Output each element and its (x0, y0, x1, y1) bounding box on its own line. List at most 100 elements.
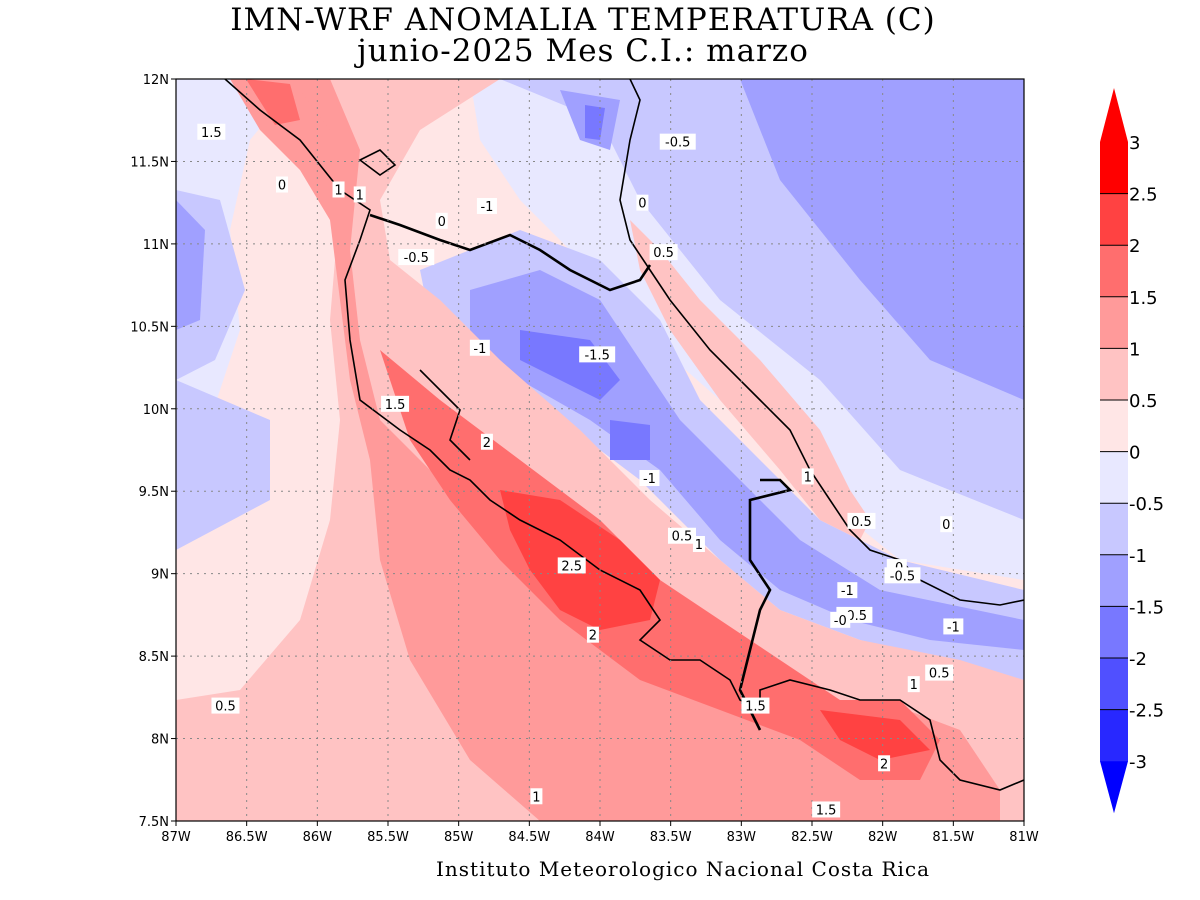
contour-label-bg (557, 557, 586, 574)
field-pos-2-5b (820, 710, 930, 760)
contour-label: -1 (480, 200, 493, 215)
y-tick-label: 12N (143, 73, 169, 88)
contour-label: 2 (880, 757, 888, 772)
contour-label-bg (211, 697, 240, 714)
x-tick-label: 83.5W (650, 830, 692, 845)
field-neg-east-2 (740, 79, 1024, 400)
contour-label-bg (649, 244, 678, 261)
contour-label: 1 (532, 790, 540, 805)
colorbar-label: 0.5 (1129, 391, 1158, 412)
contour-label: 1 (804, 470, 812, 485)
x-tick-label: 82W (868, 830, 898, 845)
colorbar-label: -3 (1129, 752, 1147, 773)
contour-label-bg (692, 535, 705, 552)
contour-label-bg (476, 197, 497, 214)
contour-label: -0.5 (665, 136, 690, 151)
x-tick-label: 83W (727, 830, 757, 845)
contour-label-bg (659, 133, 696, 150)
contour-label-bg (197, 123, 226, 140)
x-tick-label: 86.5W (226, 830, 268, 845)
field-pos-strip (630, 220, 870, 540)
country-borders (369, 213, 793, 731)
y-tick-label: 11.5N (130, 155, 169, 170)
x-tick-label: 82.5W (791, 830, 833, 845)
contour-label: 0.5 (929, 667, 950, 682)
contour-label: 0 (638, 197, 646, 212)
y-tick-label: 10N (143, 403, 169, 418)
contour-label-bg (480, 433, 493, 450)
x-tick-label: 86W (303, 830, 333, 845)
map-title-line2: junio-2025 Mes C.I.: marzo (357, 33, 809, 69)
x-tick-label: 84W (585, 830, 615, 845)
contour-label: -0.5 (404, 251, 429, 266)
contour-label-bg (940, 516, 953, 533)
contour-label: 1.5 (745, 700, 766, 715)
field-pos-1-5 (230, 79, 1000, 821)
colorbar-label: 2 (1129, 236, 1140, 257)
x-tick-label: 81.5W (932, 830, 974, 845)
contour-label-bg (907, 676, 920, 693)
contour-label-bg (579, 346, 616, 363)
colorbar-label: 1 (1129, 339, 1140, 360)
contour-label: 0 (942, 518, 950, 533)
nicoya-coast (419, 369, 471, 461)
field-neg-west-3 (176, 200, 205, 330)
contour-label: 0 (278, 179, 286, 194)
colorbar-label: 1.5 (1129, 288, 1158, 309)
y-axis-ticks: 7.5N 8N 8.5N 9N 9.5N 10N 10.5N 11N 11.5N 12N (130, 73, 176, 830)
x-axis-ticks: 87W 86.5W 86W 85.5W 85W 84.5W 84W 83.5W 83W 82.5W… (161, 821, 1039, 845)
pacific-coastline (224, 79, 1024, 791)
field-neg-west (176, 79, 300, 470)
contour-label-bg (332, 181, 345, 198)
contour-label-bg (636, 194, 649, 211)
colorbar-swatch (1100, 503, 1128, 556)
colorbar-label: 2.5 (1129, 185, 1158, 206)
contour-label: -1 (473, 342, 486, 357)
contour-label: 0.5 (215, 700, 236, 715)
colorbar-label: -0.5 (1129, 494, 1164, 515)
contour-label-bg (276, 176, 288, 193)
credit-text: Instituto Meteorologico Nacional Costa R… (436, 857, 931, 881)
colorbar-swatch (1100, 554, 1128, 607)
contour-label-bg (381, 395, 410, 412)
contour-label-bg (639, 470, 660, 487)
nicaragua-costa-rica-border (369, 213, 652, 292)
contour-label-bg (943, 618, 964, 635)
contour-label: 1 (334, 183, 342, 198)
contour-label: -1 (643, 472, 656, 487)
contour-label: 2 (483, 436, 491, 451)
colorbar-swatch (1100, 245, 1128, 298)
contour-label-bg (530, 788, 543, 805)
y-tick-label: 8.5N (139, 650, 169, 665)
colorbar-extend-bottom (1100, 761, 1128, 814)
x-tick-label: 85W (444, 830, 474, 845)
x-tick-label: 84.5W (508, 830, 550, 845)
colorbar-label: -1.5 (1129, 597, 1164, 618)
y-tick-label: 8N (151, 733, 169, 748)
y-tick-label: 11N (143, 238, 169, 253)
graticule (176, 79, 1024, 821)
contour-label: 0 (438, 215, 446, 230)
field-neg-central-4 (610, 420, 650, 460)
field-neg-north-2 (585, 105, 605, 140)
colorbar-label: 3 (1129, 133, 1140, 154)
contour-label: 0.5 (672, 530, 693, 545)
lake-nicaragua (358, 149, 397, 176)
contour-label: 0.5 (851, 515, 872, 530)
colorbar-swatch (1100, 709, 1128, 762)
colorbar-swatch (1100, 296, 1128, 349)
contour-label-bg (847, 512, 876, 529)
colorbar: 3 2.5 2 1.5 1 0.5 0 -0.5 -1 -1.5 -2 -2.5 -3 (1100, 88, 1164, 814)
colorbar-swatch (1100, 400, 1128, 453)
colorbar-swatch (1100, 606, 1128, 659)
colorbar-label: -2.5 (1129, 701, 1164, 722)
colorbar-swatch (1100, 451, 1128, 504)
contour-label: 0.5 (653, 246, 674, 261)
contour-label: -0.5 (890, 569, 915, 584)
colorbar-swatch (1100, 142, 1128, 195)
contour-label-bg (435, 212, 448, 229)
contour-label: -0 (834, 614, 847, 629)
y-tick-label: 9.5N (139, 485, 169, 500)
contour-label: -1 (947, 620, 960, 635)
